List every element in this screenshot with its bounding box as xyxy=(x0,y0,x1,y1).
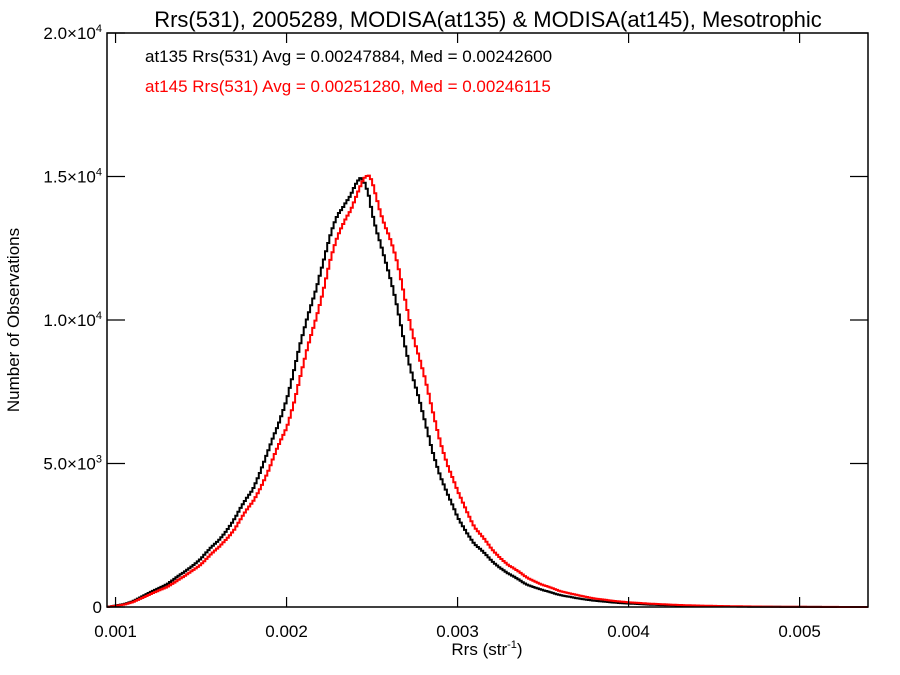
y-axis-label: Number of Observations xyxy=(4,228,23,412)
x-axis-label: Rrs (str-1) xyxy=(451,639,522,659)
chart-title: Rrs(531), 2005289, MODISA(at135) & MODIS… xyxy=(154,7,822,32)
y-tick-exponent: 4 xyxy=(96,167,102,179)
annotation-red: at145 Rrs(531) Avg = 0.00251280, Med = 0… xyxy=(145,77,551,96)
y-tick-exponent: 3 xyxy=(96,454,102,466)
x-tick-label: 0.004 xyxy=(607,622,650,641)
y-tick-label: 1.0×104 xyxy=(43,310,102,330)
x-tick-label: 0.002 xyxy=(265,622,308,641)
y-tick-mantissa: 5.0×10 xyxy=(43,455,95,474)
y-tick-label: 2.0×104 xyxy=(43,23,102,43)
y-tick-mantissa: 0 xyxy=(93,598,102,617)
y-tick-mantissa: 2.0×10 xyxy=(43,24,95,43)
x-tick-label: 0.005 xyxy=(778,622,821,641)
histogram-series-2 xyxy=(107,174,868,608)
y-tick-label: 1.5×104 xyxy=(43,167,102,187)
y-tick-label: 0 xyxy=(93,598,102,617)
annotation-black: at135 Rrs(531) Avg = 0.00247884, Med = 0… xyxy=(145,47,552,66)
tick-layer: 0.001 0.002 0.003 0.004 0.00505.0×1031.0×104… xyxy=(43,23,868,641)
y-tick-mantissa: 1.5×10 xyxy=(43,168,95,187)
y-tick-exponent: 4 xyxy=(96,310,102,322)
x-axis-label-main: Rrs (str xyxy=(451,640,507,659)
y-tick-exponent: 4 xyxy=(96,23,102,35)
x-tick-label: 0.003 xyxy=(436,622,479,641)
y-tick-mantissa: 1.0×10 xyxy=(43,311,95,330)
x-axis-label-close: ) xyxy=(517,640,523,659)
x-tick-label: 0.001 xyxy=(94,622,137,641)
series-layer xyxy=(107,174,868,608)
x-axis-label-sup: -1 xyxy=(507,639,517,651)
y-tick-label: 5.0×103 xyxy=(43,454,102,474)
